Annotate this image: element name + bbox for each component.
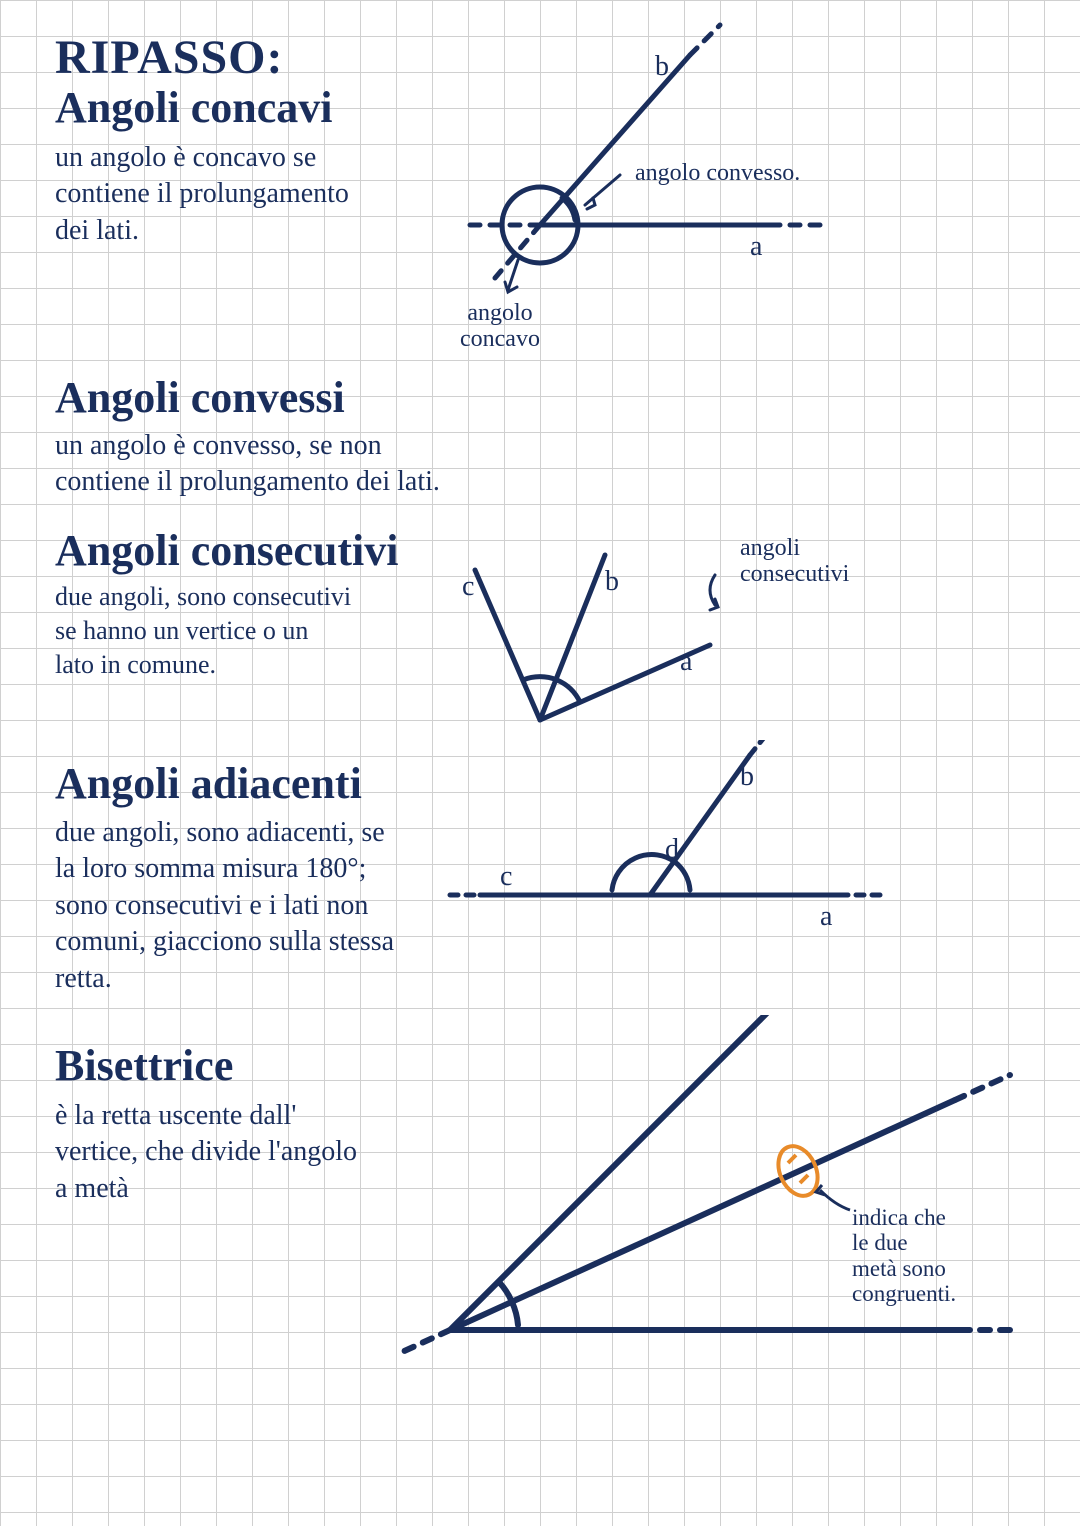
- page-title: RIPASSO:: [55, 30, 283, 85]
- label-convesso: angolo convesso.: [635, 160, 800, 186]
- heading-convessi: Angoli convessi: [55, 372, 345, 423]
- heading-concavi: Angoli concavi: [55, 82, 332, 133]
- svg-text:b: b: [740, 761, 754, 792]
- svg-text:a: a: [680, 646, 693, 677]
- svg-text:a: a: [750, 231, 763, 262]
- svg-text:a: a: [820, 901, 833, 932]
- heading-consecutivi: Angoli consecutivi: [55, 525, 398, 576]
- svg-text:c: c: [462, 571, 474, 602]
- svg-text:b: b: [605, 566, 619, 597]
- label-bisettrice-note: indica che le due metà sono congruenti.: [852, 1205, 956, 1306]
- diagram-adiacenti: a b c d: [440, 740, 940, 960]
- body-convessi: un angolo è convesso, se non contiene il…: [55, 428, 440, 501]
- label-concavo: angolo concavo: [460, 300, 540, 353]
- label-consecutivi: angoli consecutivi: [740, 535, 849, 588]
- heading-bisettrice: Bisettrice: [55, 1040, 233, 1091]
- diagram-bisettrice: [400, 1015, 1080, 1385]
- svg-text:b: b: [655, 51, 669, 82]
- body-adiacenti: due angoli, sono adiacenti, se la loro s…: [55, 815, 394, 997]
- svg-text:c: c: [500, 861, 512, 892]
- body-concavi: un angolo è concavo se contiene il prolu…: [55, 140, 349, 249]
- body-consecutivi: due angoli, sono consecutivi se hanno un…: [55, 580, 351, 681]
- heading-adiacenti: Angoli adiacenti: [55, 758, 362, 809]
- body-bisettrice: è la retta uscente dall' vertice, che di…: [55, 1098, 357, 1207]
- svg-text:d: d: [665, 834, 679, 865]
